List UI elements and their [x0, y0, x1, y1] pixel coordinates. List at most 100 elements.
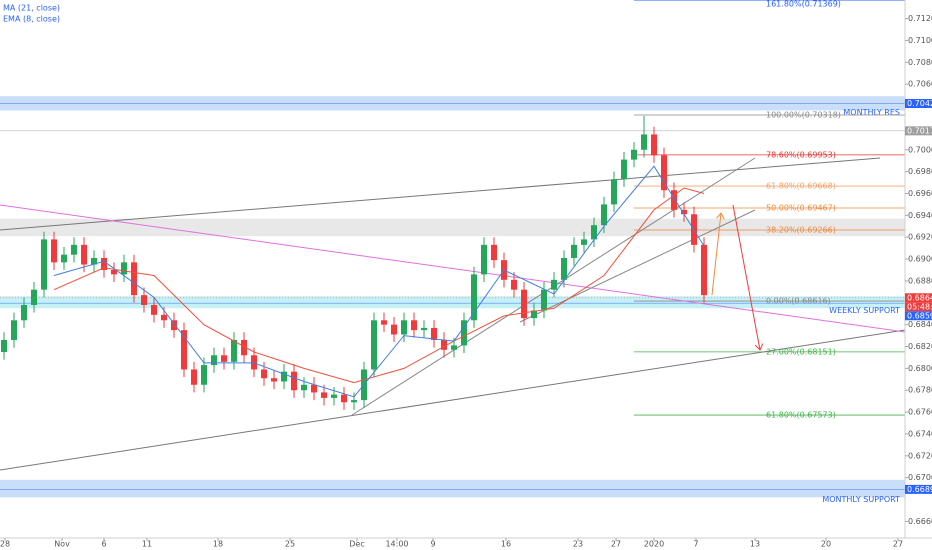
candle-body [561, 257, 567, 280]
candle-body [521, 289, 527, 319]
candle-body [621, 159, 627, 180]
plot [1, 115, 707, 410]
candle-body [331, 394, 337, 398]
candle-body [261, 369, 267, 379]
candle-body [231, 339, 237, 362]
candle-body [511, 279, 517, 290]
candle-body [51, 239, 57, 263]
y-tick-label: 0.69000 [908, 255, 932, 264]
zone [0, 479, 905, 498]
candle-body [461, 320, 467, 346]
y-tick-label: 0.67000 [908, 473, 932, 482]
fib-label: 61.80%(0.69668) [766, 182, 836, 191]
candle-body [701, 244, 707, 296]
price-tag-label: 0.68646 [907, 293, 932, 302]
zone [0, 296, 905, 309]
candle-body [201, 365, 207, 385]
candle-body [381, 320, 387, 325]
x-tick-label: 7 [693, 540, 698, 549]
candle-body [421, 327, 427, 331]
candle-body [321, 392, 327, 398]
y-tick-label: 0.68400 [908, 320, 932, 329]
price-tag-label: 0.68596 [907, 311, 932, 320]
indicator-line [53, 187, 705, 384]
y-tick-label: 0.69200 [908, 233, 932, 242]
trend-line [519, 209, 756, 323]
candle-body [21, 304, 27, 321]
x-tick-label: 28 [0, 540, 10, 549]
x-tick-label: 16 [501, 540, 511, 549]
y-tick-label: 0.70800 [908, 58, 932, 67]
y-tick-label: 0.67400 [908, 429, 932, 438]
candle-body [1, 339, 7, 352]
candle-body [571, 244, 577, 258]
y-tick-label: 0.67800 [908, 386, 932, 395]
candle-body [661, 155, 667, 191]
indicator-line [53, 165, 705, 398]
fib-label: 0.00%(0.68616) [766, 297, 831, 306]
x-tick-label: 18 [213, 540, 223, 549]
axes: 0.71200 0.71000 0.70800 0.70600 0.70000 0.698… [0, 14, 932, 549]
candle-body [531, 310, 537, 319]
zones: MONTHLY RES WEEKLY SUPPORT MONTHLY SUPPORT… [0, 0, 905, 504]
candle-body [581, 239, 587, 245]
zone-label: WEEKLY SUPPORT [829, 306, 900, 315]
candle-body [341, 394, 347, 403]
countdown-tag [905, 302, 932, 312]
candle-body [631, 149, 637, 160]
candle-body [451, 345, 457, 350]
countdown: 05:48:50 [907, 302, 932, 311]
fib-label: 50.00%(0.69467) [766, 204, 836, 213]
fib-label: 38.20%(0.69266) [766, 225, 836, 234]
candle-body [91, 257, 97, 265]
price-tag-label: 0.66893 [907, 485, 932, 494]
candle-body [441, 339, 447, 350]
fib-label: 61.80%(0.67573) [766, 411, 836, 420]
drawings [0, 157, 906, 471]
candle-body [101, 257, 107, 270]
legend-entry: MA (21, close) [3, 4, 60, 13]
candle-body [351, 400, 357, 403]
candle-body [251, 355, 257, 370]
candle-body [271, 378, 277, 382]
price-tag [905, 126, 932, 136]
candle-body [471, 274, 477, 321]
candle-body [121, 262, 127, 275]
y-tick-label: 0.71000 [908, 36, 932, 45]
zone [0, 218, 905, 237]
candle-body [611, 179, 617, 205]
y-tick-label: 0.69600 [908, 189, 932, 198]
candle-body [31, 289, 37, 305]
candle-body [161, 314, 167, 321]
candle-body [171, 320, 177, 331]
candle-body [391, 324, 397, 335]
fib-label: 78.60%(0.69953) [766, 150, 836, 159]
candle-body [291, 371, 297, 391]
candle-body [411, 320, 417, 331]
candle-body [131, 262, 137, 296]
candle-body [211, 355, 217, 366]
x-tick-label: 14:00 [385, 540, 408, 549]
candle-body [241, 339, 247, 356]
candle-body [481, 244, 487, 275]
candle-body [311, 384, 317, 393]
zone-label: MONTHLY RES [843, 108, 900, 117]
price-tag [905, 99, 932, 109]
candle-body [401, 320, 407, 335]
candle-body [71, 244, 77, 255]
x-tick-label: 23 [573, 540, 583, 549]
candle-body [551, 279, 557, 290]
y-tick-label: 0.71200 [908, 14, 932, 23]
zone-label: MONTHLY SUPPORT [822, 495, 900, 504]
x-tick-label: 25 [285, 540, 295, 549]
candle-body [221, 355, 227, 362]
candle-body [591, 225, 597, 240]
trend-line [0, 157, 881, 231]
y-tick-label: 0.69400 [908, 211, 932, 220]
y-tick-label: 0.68200 [908, 342, 932, 351]
candle-body [181, 330, 187, 370]
price-tag-label: 0.70423 [907, 99, 932, 108]
x-tick-label: 13 [750, 540, 760, 549]
y-tick-label: 0.68800 [908, 276, 932, 285]
